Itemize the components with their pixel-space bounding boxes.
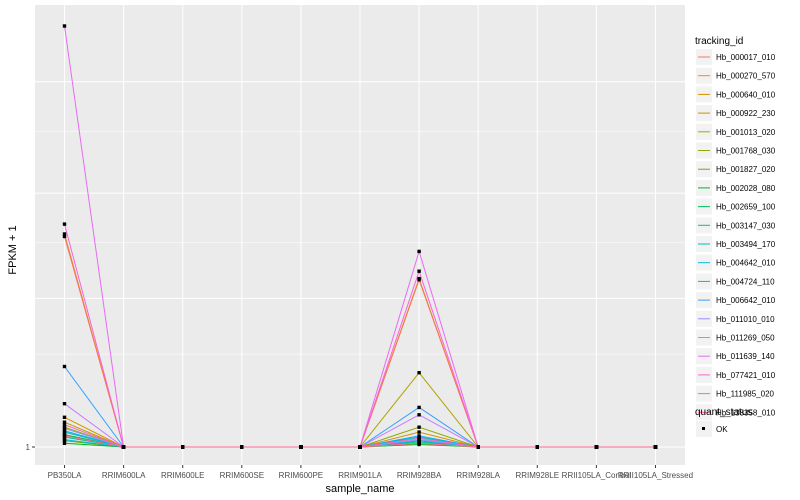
x-tick-label: RRIM600SE [220,471,264,480]
data-point [476,445,480,449]
legend-label: Hb_077421_010 [716,371,776,380]
x-tick-label: RRIM600LE [161,471,205,480]
legend-label: Hb_003147_030 [716,221,776,230]
data-point [535,445,539,449]
legend-label: Hb_004724_110 [716,277,775,286]
x-tick-label: RRII105LA_Stressed [618,471,693,480]
data-point [653,445,658,449]
legend-label: Hb_138358_010 [716,408,776,417]
data-point [62,415,67,419]
legend: tracking_id Hb_000017_010Hb_000270_570Hb… [695,36,776,437]
legend-label: Hb_011639_140 [716,352,775,361]
data-point [62,24,67,28]
data-point [417,413,421,417]
legend-shape-point [702,427,705,430]
x-tick-label: RRIM928LA [456,471,500,480]
legend-label: Hb_000017_010 [716,53,776,62]
legend-label: Hb_001827_020 [716,165,776,174]
x-tick-label: RRIM928LE [515,471,559,480]
legend-label: Hb_001768_030 [716,147,776,156]
x-tick-label: RRIM901LA [338,471,382,480]
data-point [181,445,185,449]
legend-shape-label: OK [716,425,728,434]
data-point [417,441,421,445]
data-point [417,436,421,440]
legend-title: tracking_id [695,36,743,47]
legend-label: Hb_006642_010 [716,296,776,305]
legend-items: Hb_000017_010 Hb_000270_570 Hb_000640_010 H… [696,49,776,421]
y-tick-label: 1 [26,443,31,452]
data-point [62,434,67,438]
x-tick-label: RRIM928BA [397,471,442,480]
data-point [417,425,421,429]
legend-shape-title: quant_status [695,407,752,418]
data-point [417,434,421,438]
legend-label: Hb_002659_100 [716,203,776,212]
legend-label: Hb_000922_230 [716,109,776,118]
x-tick-label: RRIM600PE [279,471,323,480]
data-point [62,429,67,433]
legend-label: Hb_000640_010 [716,90,776,99]
legend-label: Hb_003494_170 [716,240,776,249]
y-axis: 1 [26,443,35,452]
data-point [358,445,362,449]
legend-label: Hb_002028_080 [716,184,776,193]
data-point [62,426,67,431]
legend-label: Hb_004642_010 [716,259,776,268]
x-axis: PB350LA RRIM600LA RRIM600LE RRIM600SE RRIM60… [48,465,693,480]
data-point [62,232,67,236]
y-axis-title: FPKM + 1 [7,225,19,274]
legend-label: Hb_001013_020 [716,128,776,137]
data-point [62,420,67,424]
data-point [417,276,421,281]
data-point [240,445,244,449]
data-point [62,402,67,406]
data-point [62,364,67,369]
data-point [417,249,421,254]
data-point [594,445,599,449]
x-tick-label: PB350LA [48,471,82,480]
legend-label: Hb_011010_010 [716,315,775,324]
data-point [62,423,67,427]
data-point [299,445,303,449]
legend-label: Hb_111985_020 [716,390,775,399]
data-point [62,441,67,445]
data-point [62,222,67,226]
data-points [62,24,658,449]
data-point [62,437,67,442]
x-tick-label: RRII105LA_Control [562,471,632,480]
data-point [417,405,421,410]
x-axis-title: sample_name [325,483,394,495]
x-tick-label: RRIM600LA [102,471,146,480]
data-point [121,445,126,449]
data-point [417,269,421,273]
legend-label: Hb_000270_570 [716,72,776,81]
data-point [417,430,421,434]
legend-label: Hb_011269_050 [716,334,775,343]
data-point [417,371,421,375]
data-point [62,234,67,239]
